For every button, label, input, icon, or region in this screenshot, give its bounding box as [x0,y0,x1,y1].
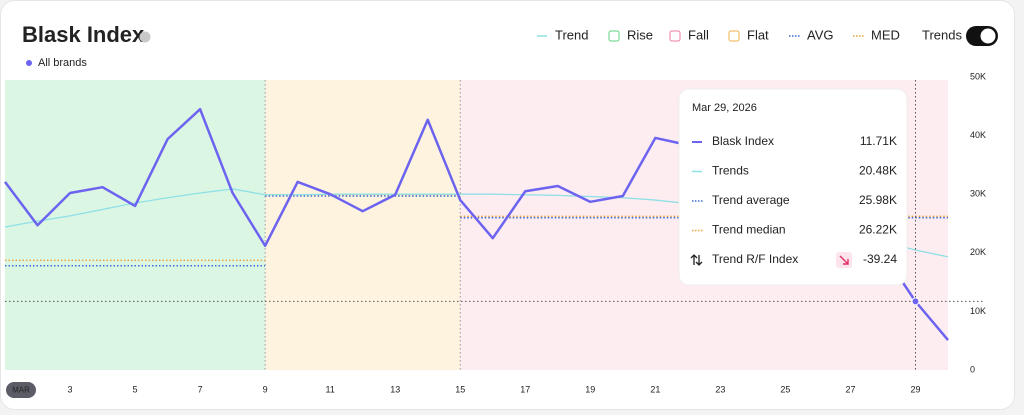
toggle-knob[interactable] [980,28,996,44]
x-tick-label: MAR [12,386,30,395]
tooltip-label: Blask Index [712,134,774,148]
x-tick-label: 15 [455,384,465,394]
x-tick-label: 7 [198,384,203,394]
x-tick-label: 3 [68,384,73,394]
x-tick-label: 9 [263,384,268,394]
info-icon[interactable] [139,31,151,43]
tooltip-label: Trend median [712,223,786,237]
y-tick-label: 10K [970,306,986,316]
subtitle-dot [26,60,32,66]
x-tick-label: 25 [780,384,790,394]
legend-label: Trend [555,27,588,42]
legend-swatch [608,30,620,42]
legend-swatch [669,30,681,42]
legend-label: Fall [688,27,709,42]
tooltip-trend-arrow [839,255,849,265]
tooltip-date: Mar 29, 2026 [692,102,757,114]
tooltip-icon [690,254,703,266]
y-tick-label: 0 [970,364,975,374]
x-tick-label: 13 [390,384,400,394]
y-tick-label: 40K [970,130,986,140]
x-tick-label: 21 [650,384,660,394]
legend-label[interactable]: Trends [922,27,962,42]
x-tick-pill [6,382,36,398]
legend-label: MED [871,27,900,42]
y-tick-label: 30K [970,189,986,199]
tooltip-value: 20.48K [859,164,897,178]
x-tick-label: 23 [715,384,725,394]
legend-label: AVG [807,27,834,42]
tooltip [678,88,908,286]
x-tick-label: 17 [520,384,530,394]
region [265,80,461,370]
y-tick-label: 50K [970,71,986,81]
tooltip-value: -39.24 [863,252,897,266]
x-tick-label: 27 [845,384,855,394]
tooltip-value: 26.22K [859,223,897,237]
subtitle: All brands [38,57,87,69]
x-tick-label: 11 [326,384,335,394]
tooltip-value: 11.71K [860,134,897,148]
x-tick-label: 19 [585,384,595,394]
legend-label: Rise [627,27,653,42]
legend-label: Flat [747,27,769,42]
y-tick-label: 20K [970,247,986,257]
tooltip-value: 25.98K [859,193,897,207]
hover-point [911,297,920,306]
x-tick-label: 5 [133,384,138,394]
legend-swatch [728,30,740,42]
tooltip-label: Trend R/F Index [712,252,798,266]
tooltip-label: Trend average [712,193,790,207]
tooltip-label: Trends [712,164,749,178]
chart-title: Blask Index [22,22,145,47]
x-tick-label: 29 [910,384,920,394]
region [5,80,266,370]
